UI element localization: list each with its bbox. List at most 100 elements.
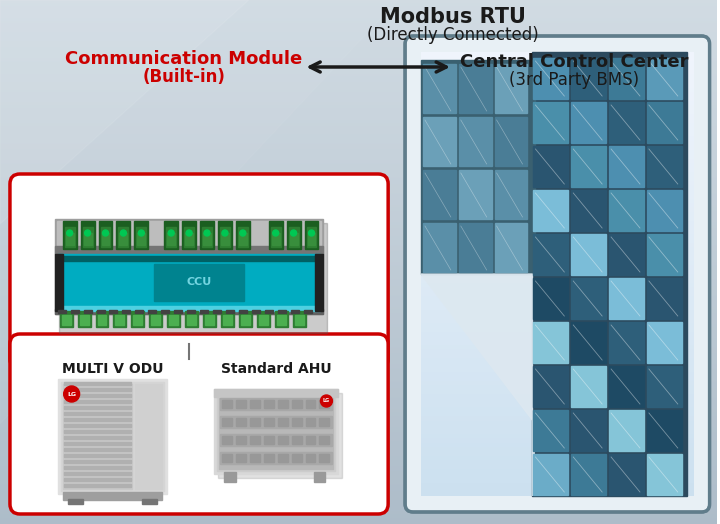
Bar [275,311,287,327]
Bar [65,227,75,247]
Bar [174,310,182,313]
Circle shape [67,230,73,236]
Bar [236,436,246,444]
Circle shape [291,230,297,236]
Bar [264,400,274,408]
Bar [220,227,230,247]
Bar [278,400,287,408]
Bar [164,221,178,249]
Bar [122,310,130,313]
Bar [58,306,320,311]
Bar [292,311,305,327]
Bar [305,400,315,408]
Bar [63,430,131,433]
Bar [239,311,252,327]
Bar [289,227,299,247]
Bar [647,410,682,451]
Bar [257,311,270,327]
Circle shape [273,230,279,236]
Bar [571,454,606,495]
Bar [55,246,323,254]
Bar [221,233,229,245]
Bar [218,393,343,478]
Bar [236,400,246,408]
Bar [63,418,131,421]
Bar [292,454,302,462]
Bar [421,60,536,274]
Bar [184,227,194,247]
Bar [102,233,109,245]
Bar [534,410,568,451]
Bar [571,146,606,187]
Bar [63,484,131,487]
Bar [609,322,644,363]
Text: LG: LG [67,391,76,397]
Bar [63,472,131,475]
Bar [214,389,338,397]
Circle shape [84,230,91,236]
Text: CCU: CCU [186,277,212,287]
Bar [63,466,131,469]
Bar [533,52,687,496]
Circle shape [309,230,315,236]
Bar [223,315,232,325]
Bar [161,310,169,313]
Text: Modbus RTU: Modbus RTU [380,7,526,27]
Bar [534,190,568,231]
Bar [239,233,247,245]
Bar [495,117,528,166]
Bar [96,310,104,313]
Bar [609,278,644,319]
Bar [58,254,320,311]
Bar [423,117,456,166]
Bar [236,221,250,249]
Bar [609,102,644,143]
Bar [571,322,606,363]
Bar [187,310,195,313]
Bar [59,223,328,333]
Bar [185,311,198,327]
Bar [203,311,216,327]
Bar [84,233,91,245]
Bar [63,460,131,463]
Text: MULTI V ODU: MULTI V ODU [62,362,163,376]
Bar [71,310,78,313]
Bar [647,278,682,319]
Bar [238,227,248,247]
Bar [271,227,281,247]
Bar [571,278,606,319]
Bar [58,310,66,313]
Bar [149,311,162,327]
Circle shape [102,230,109,236]
Bar [220,434,333,446]
Bar [647,190,682,231]
Bar [57,221,321,312]
Bar [239,310,247,313]
Bar [241,315,250,325]
Bar [63,388,131,391]
Bar [305,221,318,249]
FancyBboxPatch shape [10,334,388,514]
Bar [305,436,315,444]
Bar [63,221,76,249]
Bar [66,233,73,245]
Bar [60,382,164,491]
Bar [151,315,161,325]
Bar [264,418,274,426]
Circle shape [186,230,192,236]
Bar [200,310,208,313]
Bar [278,418,287,426]
Bar [304,310,312,313]
Bar [609,410,644,451]
Circle shape [222,230,228,236]
Bar [63,492,162,500]
Bar [278,310,286,313]
Bar [278,436,287,444]
Bar [221,311,234,327]
Bar [252,310,260,313]
Bar [84,310,91,313]
Bar [202,227,212,247]
Bar [63,412,131,415]
Bar [278,454,287,462]
Bar [258,315,268,325]
